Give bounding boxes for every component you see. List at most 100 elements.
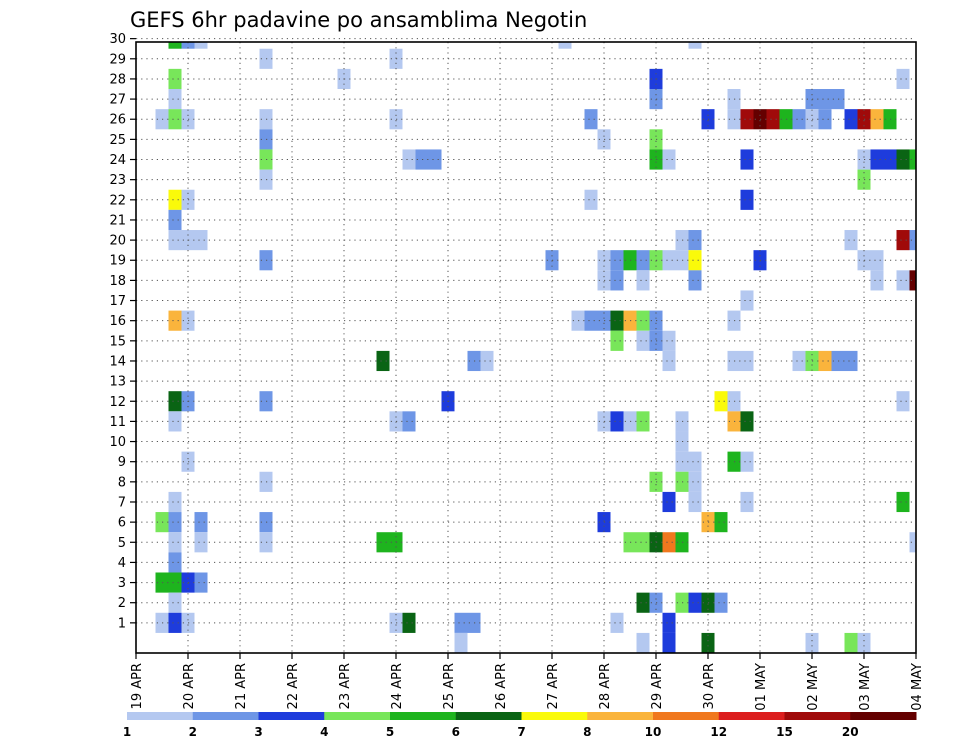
heatmap-cell [610,411,624,432]
legend-swatch [258,712,325,720]
heatmap-cell [636,310,650,331]
heatmap-cell [454,632,468,653]
heatmap-cell [662,250,676,271]
legend-swatch [587,712,654,720]
heatmap-cell [896,491,910,513]
heatmap-cell [740,149,754,170]
x-tick-label: 19 APR [130,663,145,709]
y-tick-label: 9 [118,455,126,470]
legend-label: 3 [254,725,262,739]
heatmap-cell [740,411,754,432]
heatmap-cell [181,42,195,49]
y-tick-label: 24 [109,153,126,168]
heatmap-cell [636,411,650,432]
legend-label: 7 [517,725,525,739]
y-tick-label: 17 [109,294,126,309]
heatmap-cell [194,42,208,49]
y-tick-label: 25 [109,133,126,148]
heatmap-cells [155,42,916,653]
y-tick-label: 20 [109,234,126,249]
heatmap-cell [714,592,728,613]
heatmap-cell [636,250,650,271]
heatmap-cell [168,89,182,110]
heatmap-cell [662,330,676,351]
heatmap-cell [168,572,182,593]
heatmap-cell [168,209,182,231]
y-tick-label: 18 [109,274,126,289]
y-tick-label: 2 [118,596,126,611]
heatmap-cell [818,350,832,372]
heatmap-cell [168,512,182,533]
heatmap-cell [662,491,676,513]
x-tick-label: 21 APR [234,663,249,709]
heatmap-cell [818,89,832,110]
heatmap-cell [662,532,676,553]
heatmap-cell [818,109,832,130]
x-tick-label: 20 APR [182,663,197,709]
legend-label: 2 [189,725,197,739]
legend-swatch [192,712,259,720]
heatmap-cell [688,471,702,492]
y-tick-label: 11 [109,415,126,430]
heatmap-cell [610,270,624,291]
heatmap-cell [610,310,624,331]
heatmap-cell [194,230,208,251]
heatmap-cell [688,250,702,271]
heatmap-cell [662,350,676,372]
y-tick-label: 5 [118,536,126,551]
heatmap-cell [168,189,182,210]
heatmap-cell [636,270,650,291]
heatmap-cell [168,68,182,90]
y-tick-label: 21 [109,213,126,228]
legend-swatch [127,712,194,720]
heatmap-cell [194,572,208,593]
heatmap-cell [584,310,598,331]
heatmap-cell [402,612,416,633]
heatmap-cell [610,250,624,271]
heatmap-cell [896,230,910,251]
legend-swatch [521,712,588,720]
x-tick-label: 23 APR [338,663,353,709]
y-tick-label: 29 [109,52,126,67]
legend-label: 20 [842,725,859,739]
legend-swatch [784,712,851,720]
gridlines [136,38,916,653]
heatmap-cell [844,632,858,653]
legend-swatch [718,712,785,720]
heatmap-cell [454,612,468,633]
heatmap-cell [168,592,182,613]
x-tick-label: 29 APR [650,663,665,709]
heatmap-cell [168,109,182,130]
heatmap-cell [662,632,676,653]
heatmap-cell [909,230,916,251]
x-tick-label: 27 APR [546,663,561,709]
heatmap-cell [636,532,650,553]
legend-label: 4 [320,725,328,739]
y-tick-label: 15 [109,334,126,349]
x-axis-tick-labels: 19 APR 20 APR 21 APR 22 APR 23 APR 24 APR 25 A… [130,663,925,711]
legend-label: 8 [583,725,591,739]
y-tick-label: 1 [118,616,126,631]
legend-label: 10 [645,725,662,739]
legend-label: 5 [386,725,394,739]
y-axis-tick-labels: 1234567891011121314151617181920212223242… [109,32,126,631]
y-tick-label: 19 [109,254,126,269]
legend-swatch [455,712,522,720]
heatmap-cell [194,512,208,533]
y-tick-label: 10 [109,435,126,450]
heatmap-cell [896,149,910,170]
y-tick-label: 12 [109,395,126,410]
heatmap-cell [896,68,910,90]
legend-label: 15 [776,725,793,739]
heatmap-cell [636,330,650,351]
y-tick-label: 8 [118,475,126,490]
heatmap-cell [168,552,182,573]
chart-title: GEFS 6hr padavine po ansamblima Negotin [130,8,587,32]
heatmap-cell [805,632,819,653]
heatmap-cell [844,350,858,372]
x-tick-label: 04 MAY [910,663,925,711]
y-tick-label: 28 [109,72,126,87]
heatmap-cell [636,632,650,653]
y-tick-label: 30 [109,32,126,47]
